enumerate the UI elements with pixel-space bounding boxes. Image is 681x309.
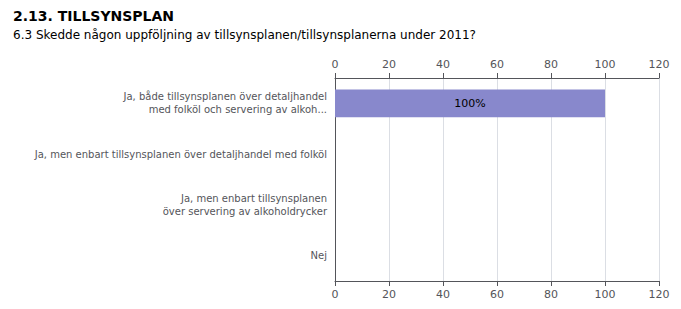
svg-text:100%: 100% bbox=[454, 97, 485, 110]
svg-text:med folköl och servering av al: med folköl och servering av alkoh... bbox=[149, 104, 327, 115]
svg-text:100: 100 bbox=[595, 58, 616, 71]
svg-text:40: 40 bbox=[436, 58, 450, 71]
svg-text:2.13. TILLSYNSPLAN: 2.13. TILLSYNSPLAN bbox=[13, 8, 174, 24]
svg-text:100: 100 bbox=[595, 288, 616, 301]
svg-text:Ja, men enbart tillsynsplanen: Ja, men enbart tillsynsplanen bbox=[180, 193, 327, 204]
svg-text:20: 20 bbox=[382, 288, 396, 301]
svg-text:60: 60 bbox=[490, 58, 504, 71]
svg-text:60: 60 bbox=[490, 288, 504, 301]
svg-text:0: 0 bbox=[332, 288, 339, 301]
svg-text:0: 0 bbox=[332, 58, 339, 71]
svg-text:80: 80 bbox=[544, 58, 558, 71]
svg-text:120: 120 bbox=[649, 58, 670, 71]
svg-text:Nej: Nej bbox=[311, 250, 327, 261]
svg-text:Ja, men enbart tillsynsplanen: Ja, men enbart tillsynsplanen över detal… bbox=[34, 149, 327, 160]
svg-text:Ja, både tillsynsplanen över d: Ja, både tillsynsplanen över detaljhande… bbox=[123, 90, 327, 102]
svg-text:20: 20 bbox=[382, 58, 396, 71]
svg-text:80: 80 bbox=[544, 288, 558, 301]
svg-text:6.3 Skedde någon uppföljning a: 6.3 Skedde någon uppföljning av tillsyns… bbox=[13, 28, 476, 42]
svg-text:40: 40 bbox=[436, 288, 450, 301]
svg-text:120: 120 bbox=[649, 288, 670, 301]
svg-text:över servering av alkoholdryck: över servering av alkoholdrycker bbox=[163, 206, 328, 217]
